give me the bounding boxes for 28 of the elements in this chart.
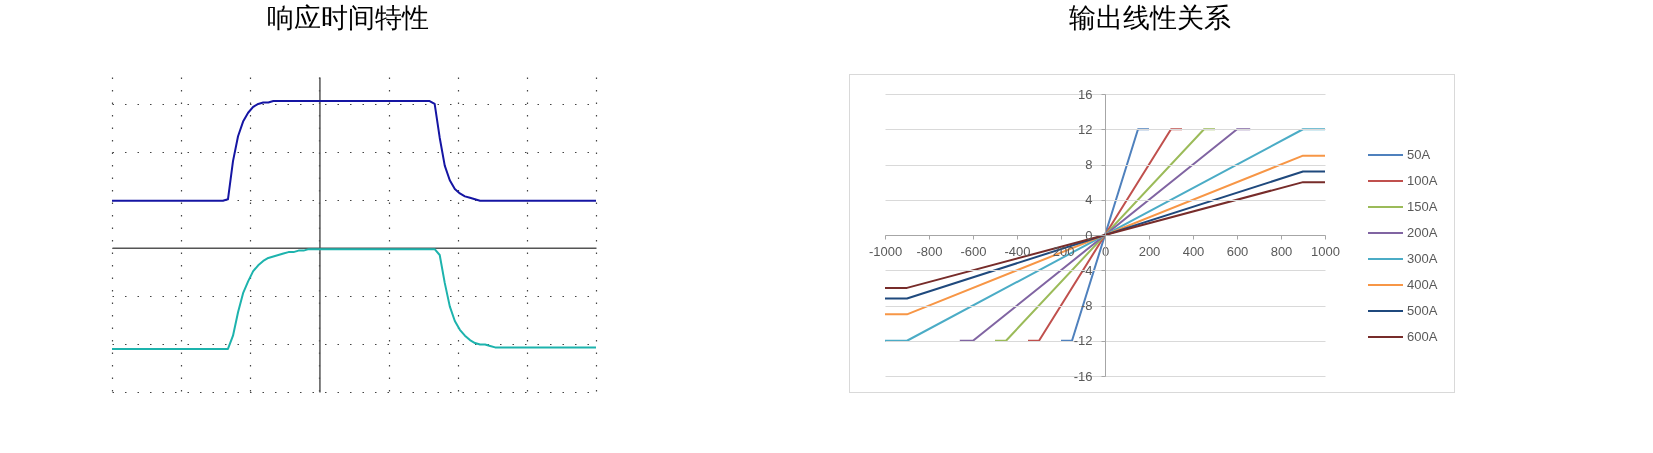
chart-title: 响应时间特性 (267, 3, 429, 33)
y-tick-label: -8 (1080, 298, 1093, 313)
y-tick-label: -16 (1073, 368, 1093, 384)
legend-label: 200A (1407, 225, 1438, 241)
y-tick-label: 4 (1085, 192, 1093, 208)
y-tick-label: -4 (1080, 262, 1093, 278)
x-tick-label: 800 (1270, 243, 1293, 259)
legend-label: 300A (1407, 251, 1438, 267)
y-tick-label: -12 (1073, 333, 1093, 349)
x-tick-label: -800 (916, 243, 943, 259)
y-tick-label: 12 (1078, 121, 1093, 137)
x-tick-label: -400 (1004, 243, 1031, 259)
legend-label: 150A (1407, 199, 1438, 215)
legend-label: 600A (1407, 329, 1438, 345)
y-tick-label: 16 (1078, 86, 1093, 102)
chart-title: 输出线性关系 (1069, 3, 1231, 33)
x-tick-label: 1000 (1311, 243, 1340, 259)
y-tick-label: 8 (1085, 157, 1093, 172)
x-tick-label: 600 (1226, 243, 1249, 259)
legend-label: 50A (1407, 147, 1431, 163)
x-tick-label: 400 (1182, 243, 1205, 259)
legend-label: 100A (1407, 173, 1438, 189)
y-tick-label: 0 (1085, 227, 1093, 243)
x-tick-label: -1000 (868, 243, 903, 259)
x-tick-label: 200 (1138, 243, 1161, 259)
x-tick-label: -600 (960, 243, 987, 259)
legend-label: 500A (1407, 303, 1438, 319)
legend-label: 400A (1407, 277, 1438, 293)
